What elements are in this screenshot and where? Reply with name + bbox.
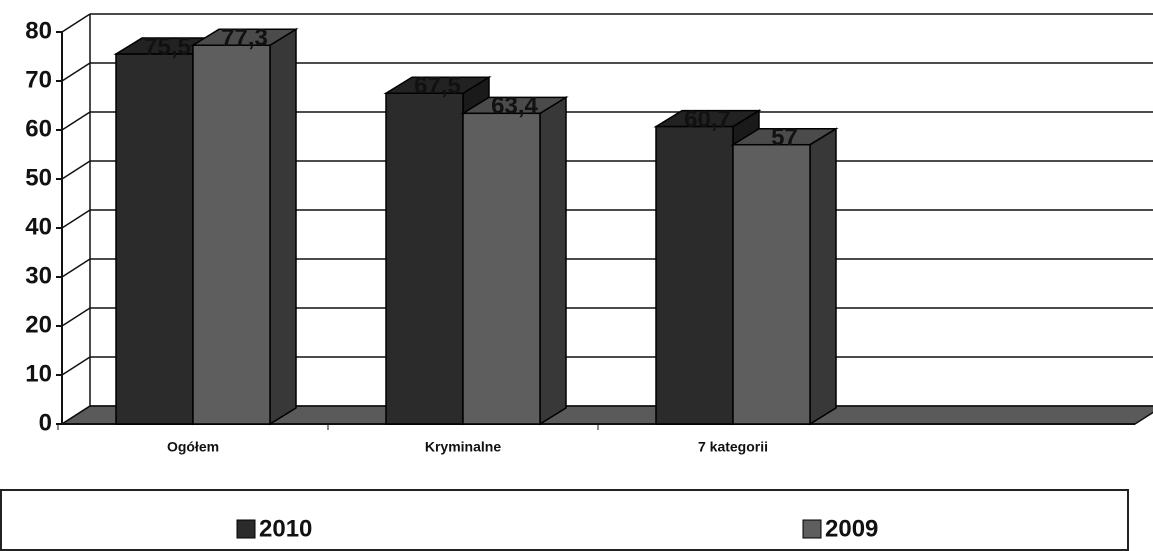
bar — [115, 53, 194, 425]
grid-line — [61, 258, 91, 278]
y-tick-label: 40 — [25, 213, 52, 240]
data-label: 77,3 — [221, 25, 268, 52]
legend-box — [0, 489, 1129, 551]
bar — [655, 125, 734, 425]
bar — [732, 143, 811, 425]
legend-swatch — [802, 519, 822, 539]
grid-line — [61, 160, 91, 180]
data-label: 60,7 — [684, 106, 731, 133]
bar-side — [809, 127, 837, 426]
bar — [385, 92, 464, 425]
y-tick-label: 50 — [25, 164, 52, 191]
grid-line — [61, 356, 91, 376]
data-label: 67,5 — [414, 73, 461, 100]
y-tick-label: 20 — [25, 311, 52, 338]
grid-line — [61, 62, 91, 82]
grid-line — [61, 209, 91, 229]
data-label: 57 — [771, 124, 798, 151]
x-tick-label: 7 kategorii — [698, 439, 768, 455]
grid-line — [61, 111, 91, 131]
x-tick-label: Ogółem — [167, 439, 219, 455]
bar-side — [269, 27, 297, 426]
bar-side — [539, 95, 567, 426]
y-tick-label: 10 — [25, 360, 52, 387]
data-label: 75,5 — [144, 33, 191, 60]
y-tick-label: 60 — [25, 115, 52, 142]
legend-label: 2009 — [825, 515, 878, 542]
bar — [192, 44, 271, 425]
legend-label: 2010 — [259, 515, 312, 542]
y-tick-label: 80 — [25, 17, 52, 44]
y-tick-label: 30 — [25, 262, 52, 289]
grid-line — [61, 307, 91, 327]
legend-swatch — [236, 519, 256, 539]
bar — [462, 112, 541, 425]
grid-line — [61, 13, 91, 33]
x-tick-label: Kryminalne — [425, 439, 501, 455]
y-tick-label: 70 — [25, 66, 52, 93]
y-tick-label: 0 — [39, 409, 52, 436]
data-label: 63,4 — [491, 93, 538, 120]
grid-line — [61, 405, 91, 425]
